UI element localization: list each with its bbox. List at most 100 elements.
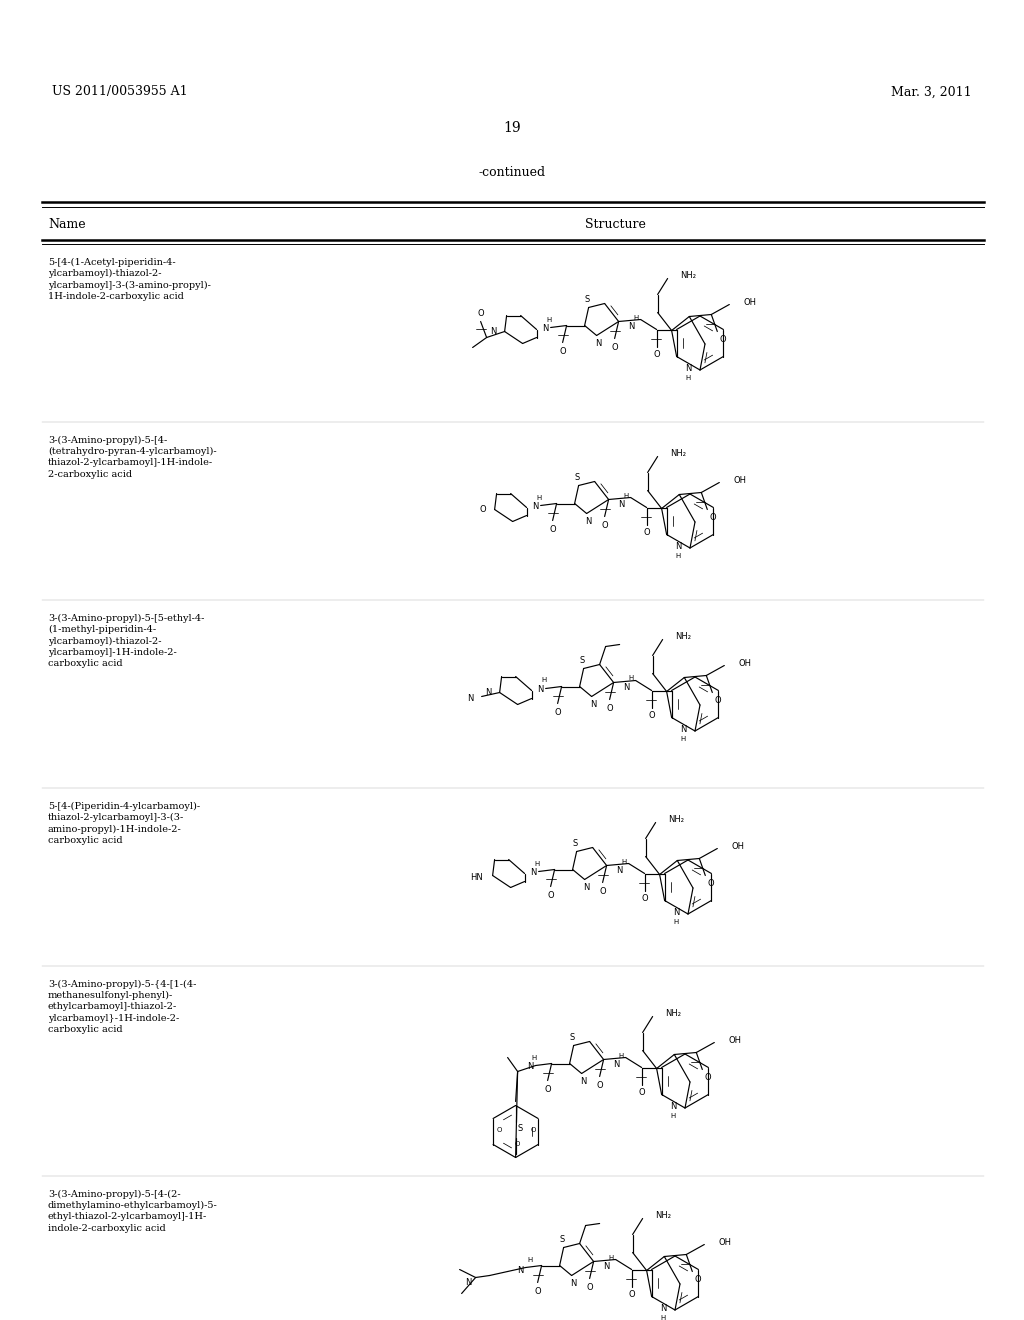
Text: O: O [641,894,648,903]
Text: O: O [601,521,608,531]
Text: N: N [543,323,549,333]
Text: H: H [536,495,542,500]
Text: H: H [531,1055,537,1060]
Text: 3-(3-Amino-propyl)-5-[4-
(tetrahydro-pyran-4-ylcarbamoyl)-
thiazol-2-ylcarbamoyl: 3-(3-Amino-propyl)-5-[4- (tetrahydro-pyr… [48,436,217,479]
Text: N: N [673,908,680,917]
Text: N: N [570,1279,577,1288]
Text: O: O [611,343,617,352]
Text: O: O [559,347,566,356]
Text: H: H [671,1113,676,1119]
Text: O: O [653,350,659,359]
Text: O: O [719,335,726,345]
Text: O: O [694,1275,701,1284]
Text: 5-[4-(Piperidin-4-ylcarbamoyl)-
thiazol-2-ylcarbamoyl]-3-(3-
amino-propyl)-1H-in: 5-[4-(Piperidin-4-ylcarbamoyl)- thiazol-… [48,803,200,845]
Text: O: O [708,879,714,888]
Text: H: H [660,1315,666,1320]
Text: 3-(3-Amino-propyl)-5-{4-[1-(4-
methanesulfonyl-phenyl)-
ethylcarbamoyl]-thiazol-: 3-(3-Amino-propyl)-5-{4-[1-(4- methanesu… [48,979,197,1034]
Text: O: O [477,309,484,318]
Text: O: O [648,711,655,719]
Text: 5-[4-(1-Acetyl-piperidin-4-
ylcarbamoyl)-thiazol-2-
ylcarbamoyl]-3-(3-amino-prop: 5-[4-(1-Acetyl-piperidin-4- ylcarbamoyl)… [48,257,211,301]
Text: OH: OH [743,298,757,308]
Text: H: H [541,677,546,684]
Text: O: O [549,525,556,535]
Text: S: S [570,1034,575,1041]
Text: N: N [660,1304,667,1313]
Text: Structure: Structure [585,218,645,231]
Text: N: N [629,322,635,331]
Text: N: N [517,1266,523,1275]
Text: H: H [674,919,679,925]
Text: NH₂: NH₂ [671,449,687,458]
Text: N: N [603,1262,609,1271]
Text: H: H [622,858,627,865]
Text: N: N [490,327,497,337]
Text: OH: OH [718,1238,731,1247]
Text: S: S [560,1236,565,1243]
Text: S: S [573,840,579,847]
Text: H: H [634,314,639,321]
Text: O: O [596,1081,603,1090]
Text: N: N [584,883,590,892]
Text: S: S [575,473,581,482]
Text: O: O [497,1126,503,1133]
Text: OH: OH [731,842,744,851]
Text: N: N [532,502,539,511]
Text: OH: OH [733,477,746,484]
Text: NH₂: NH₂ [681,271,696,280]
Text: N: N [527,1063,534,1071]
Text: O: O [705,1073,711,1082]
Text: N: N [465,1278,472,1287]
Text: N: N [670,1102,677,1110]
Text: NH₂: NH₂ [669,814,685,824]
Text: OH: OH [738,659,752,668]
Text: O: O [710,513,716,521]
Text: N: N [613,1060,620,1069]
Text: O: O [535,1287,541,1296]
Text: H: H [629,676,634,681]
Text: HN: HN [470,873,482,882]
Text: N: N [591,700,597,709]
Text: O: O [547,891,554,900]
Text: S: S [580,656,586,665]
Text: O: O [715,696,721,705]
Text: O: O [515,1140,520,1147]
Text: 19: 19 [503,121,521,135]
Text: N: N [680,725,686,734]
Text: OH: OH [728,1036,741,1045]
Text: 3-(3-Amino-propyl)-5-[5-ethyl-4-
(1-methyl-piperidin-4-
ylcarbamoyl)-thiazol-2-
: 3-(3-Amino-propyl)-5-[5-ethyl-4- (1-meth… [48,614,205,668]
Text: O: O [530,1126,537,1133]
Text: N: N [685,364,691,372]
Text: NH₂: NH₂ [655,1210,672,1220]
Text: N: N [586,517,592,525]
Text: H: H [681,737,686,742]
Text: O: O [606,704,613,713]
Text: H: H [686,375,691,381]
Text: 3-(3-Amino-propyl)-5-[4-(2-
dimethylamino-ethylcarbamoyl)-5-
ethyl-thiazol-2-ylc: 3-(3-Amino-propyl)-5-[4-(2- dimethylamin… [48,1191,218,1233]
Text: H: H [608,1254,613,1261]
Text: H: H [527,1257,532,1262]
Text: N: N [616,866,623,875]
Text: H: H [618,1052,624,1059]
Text: O: O [599,887,606,896]
Text: O: O [480,506,486,513]
Text: Mar. 3, 2011: Mar. 3, 2011 [891,86,972,99]
Text: H: H [676,553,681,560]
Text: S: S [585,294,590,304]
Text: S: S [517,1125,523,1133]
Text: N: N [581,1077,587,1086]
Text: N: N [530,869,537,876]
Text: O: O [629,1290,635,1299]
Text: N: N [618,500,625,510]
Text: N: N [595,339,602,348]
Text: N: N [675,541,682,550]
Text: N: N [624,682,630,692]
Text: N: N [485,688,492,697]
Text: -continued: -continued [478,165,546,178]
Text: O: O [643,528,650,537]
Text: H: H [534,861,540,866]
Text: Name: Name [48,218,86,231]
Text: N: N [538,685,544,694]
Text: O: O [638,1088,645,1097]
Text: O: O [554,708,561,717]
Text: H: H [624,492,629,499]
